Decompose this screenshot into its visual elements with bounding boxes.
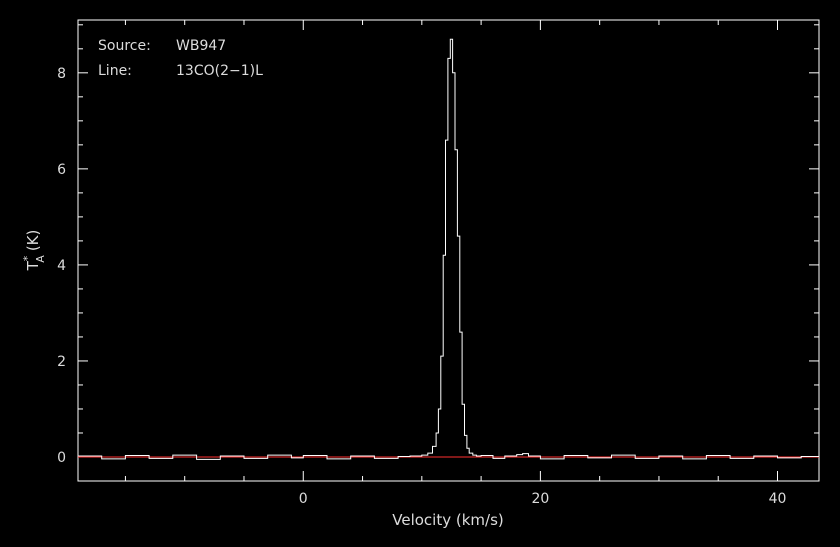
y-ticks: 0 2 4 6 8 <box>57 24 819 466</box>
y-axis-label: T*A (K) <box>21 230 47 272</box>
plot-frame <box>77 19 820 482</box>
x-tick-label: 20 <box>531 491 549 507</box>
x-axis-label: Velocity (km/s) <box>392 511 503 529</box>
y-axis-label-main: T <box>24 260 42 271</box>
y-tick-label: 4 <box>57 258 66 274</box>
x-tick-label: 0 <box>299 491 308 507</box>
x-ticks: 0 20 40 <box>124 20 787 507</box>
line-value: 13CO(2−1)L <box>176 63 263 79</box>
y-tick-label: 6 <box>57 162 66 178</box>
y-tick-label: 0 <box>57 450 66 466</box>
x-tick-label: 40 <box>769 491 787 507</box>
y-axis-label-sub: A <box>34 255 47 263</box>
svg-text:T*A(K): T*A (K) <box>21 230 47 272</box>
y-tick-label: 8 <box>57 66 66 82</box>
y-tick-label: 2 <box>57 354 66 370</box>
source-label: Source: <box>98 38 151 54</box>
y-axis-label-sup: * <box>21 255 34 261</box>
spectrum-line <box>78 38 820 460</box>
y-axis-label-unit: (K) <box>24 230 42 252</box>
source-value: WB947 <box>176 38 226 54</box>
line-label: Line: <box>98 63 132 79</box>
